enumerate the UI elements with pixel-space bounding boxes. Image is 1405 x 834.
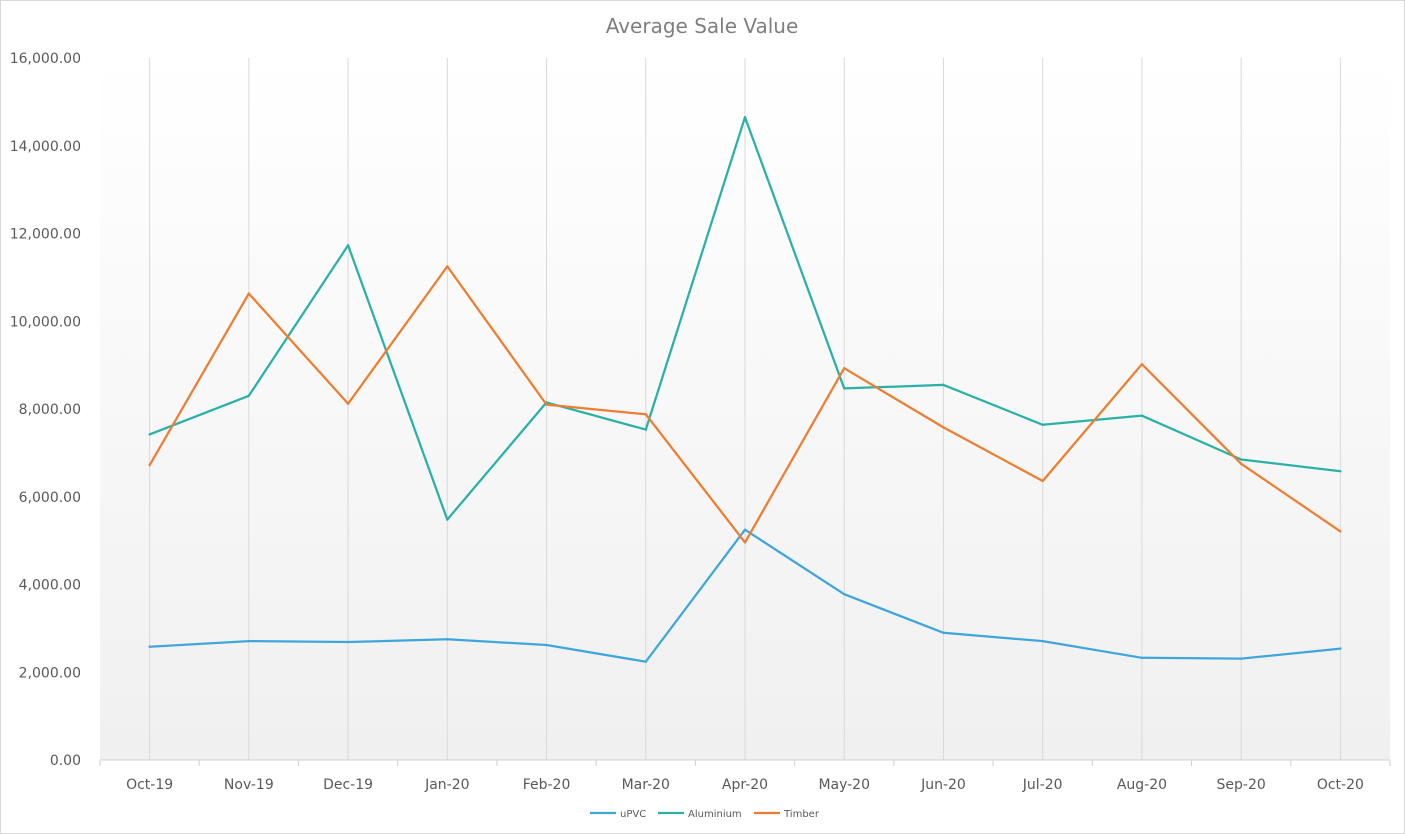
y-tick-label: 16,000.00 [10,51,81,67]
x-tick-label: Nov-19 [224,777,274,793]
data-point [1140,414,1144,417]
data-point [1339,530,1342,533]
data-point [1339,647,1342,650]
legend-label: Timber [783,809,820,820]
data-point [346,402,350,405]
data-point [942,383,945,387]
data-point [1140,363,1144,366]
data-point [843,592,846,596]
data-point [247,394,251,398]
data-point [346,244,350,247]
data-point [644,413,647,416]
data-point [247,292,251,295]
data-point [446,638,449,641]
x-tick-label: Oct-19 [126,777,173,793]
data-point [247,639,251,643]
x-tick-label: Feb-20 [523,777,571,793]
y-tick-label: 10,000.00 [10,314,81,330]
data-point [1041,639,1044,643]
x-tick-label: Oct-20 [1317,777,1364,793]
x-tick-label: Aug-20 [1117,777,1167,793]
x-tick-label: Apr-20 [722,777,768,793]
x-axis: Oct-19 Nov-19 Dec-19 Jan-20 Feb-20 Mar-20 Apr-… [99,759,1391,793]
data-point [1239,657,1243,660]
data-point [644,428,647,431]
data-point [743,116,747,119]
legend-label: uPVC [620,809,646,820]
data-point [644,660,647,663]
data-point [446,518,449,521]
legend-item: Timber [754,809,820,820]
data-point [942,426,945,429]
y-axis: 0.00 2,000.00 4,000.00 6,000.00 8,000.00 10,0… [10,51,81,769]
y-tick-label: 6,000.00 [19,490,81,506]
x-tick-label: Jun-20 [920,777,966,793]
y-tick-label: 12,000.00 [10,227,81,243]
legend-label: Aluminium [688,809,742,820]
data-point [545,643,548,647]
data-point [843,387,846,390]
legend-item: uPVC [590,809,646,820]
y-tick-label: 14,000.00 [10,139,81,155]
series-lines [148,116,1342,663]
x-tick-label: Jan-20 [424,777,469,793]
data-point [148,463,151,467]
y-tick-label: 0.00 [50,753,81,769]
chart-title: Average Sale Value [606,14,799,38]
data-point [942,631,945,634]
data-point [1041,479,1044,483]
x-tick-label: Mar-20 [622,777,670,793]
data-point [743,528,747,531]
data-point [148,645,151,649]
x-tick-label: Sep-20 [1217,777,1266,793]
legend: uPVC Aluminium Timber [590,809,820,820]
x-tick-label: Dec-19 [323,777,373,793]
data-point [1140,656,1144,659]
y-tick-label: 4,000.00 [19,578,81,594]
data-point [1239,458,1243,461]
data-point [545,403,548,406]
data-point [843,366,846,370]
data-point [148,433,151,436]
data-point [1339,470,1342,473]
data-point [446,265,449,268]
data-point [743,541,747,544]
y-tick-label: 8,000.00 [19,402,81,418]
data-point [1041,423,1044,426]
y-tick-label: 2,000.00 [19,665,81,681]
x-tick-label: May-20 [818,777,870,793]
legend-item: Aluminium [658,809,742,820]
x-tick-label: Jul-20 [1022,777,1063,793]
data-point [346,640,350,644]
data-point [1239,462,1243,466]
